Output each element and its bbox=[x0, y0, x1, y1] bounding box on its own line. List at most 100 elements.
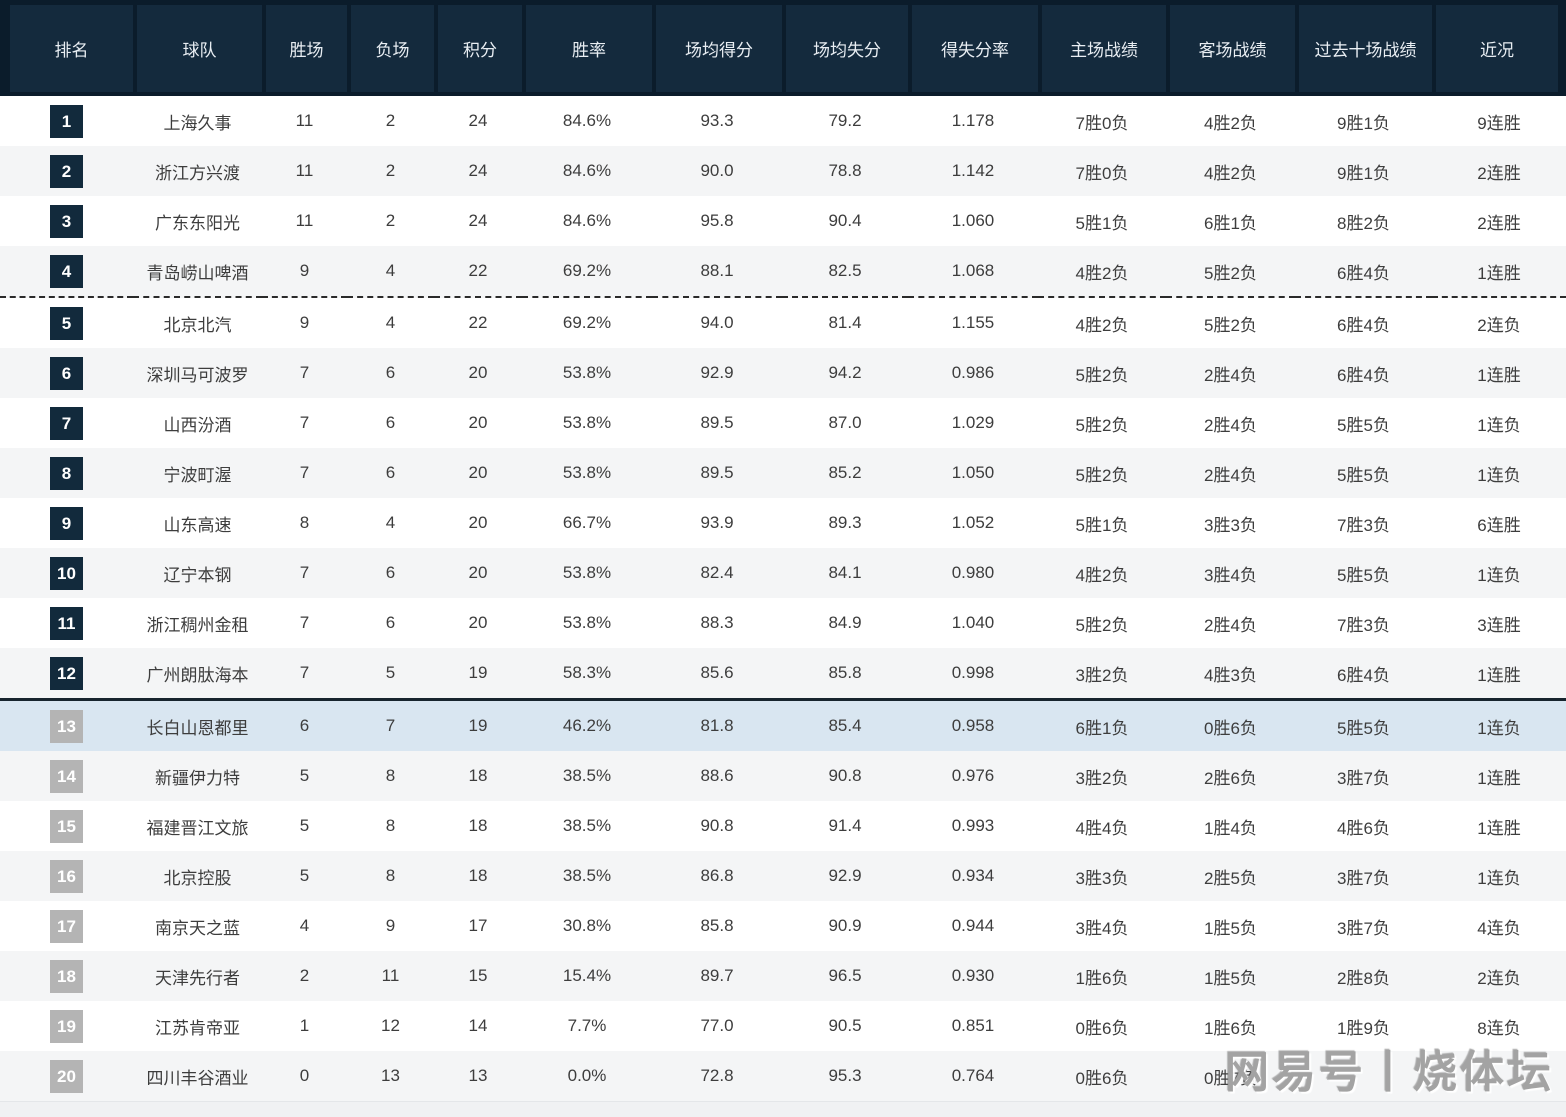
cell-win-rate: 0.0% bbox=[522, 1051, 652, 1101]
cell-wins: 7 bbox=[262, 348, 347, 398]
cell-last10-record: 7胜3负 bbox=[1295, 498, 1432, 548]
cell-home-record: 0胜6负 bbox=[1038, 1051, 1166, 1101]
cell-pts-against: 82.5 bbox=[782, 246, 908, 298]
cell-win-rate: 30.8% bbox=[522, 901, 652, 951]
cell-pts-for: 86.8 bbox=[652, 851, 782, 901]
cell-away-record: 1胜5负 bbox=[1166, 951, 1295, 1001]
cell-away-record: 4胜3负 bbox=[1166, 648, 1295, 701]
cell-streak: 1连胜 bbox=[1432, 348, 1566, 398]
table-row[interactable]: 8 宁波町渥 7 6 20 53.8% 89.5 85.2 1.050 5胜2负 2胜4负 5胜5负 1… bbox=[0, 448, 1566, 498]
cell-ratio: 0.980 bbox=[908, 548, 1038, 598]
cell-ratio: 0.976 bbox=[908, 751, 1038, 801]
cell-last10-record: 5胜5负 bbox=[1295, 448, 1432, 498]
cell-rank: 17 bbox=[0, 901, 133, 951]
cell-team: 天津先行者 bbox=[133, 951, 262, 1001]
cell-streak: 9连胜 bbox=[1432, 96, 1566, 146]
cell-rank: 6 bbox=[0, 348, 133, 398]
cell-home-record: 7胜0负 bbox=[1038, 96, 1166, 146]
cell-rank: 3 bbox=[0, 196, 133, 246]
table-row[interactable]: 2 浙江方兴渡 11 2 24 84.6% 90.0 78.8 1.142 7胜0负 4胜2负 9胜1… bbox=[0, 146, 1566, 196]
cell-home-record: 4胜2负 bbox=[1038, 548, 1166, 598]
table-row[interactable]: 11 浙江稠州金租 7 6 20 53.8% 88.3 84.9 1.040 5胜2负 2胜4负 7胜… bbox=[0, 598, 1566, 648]
table-row[interactable]: 4 青岛崂山啤酒 9 4 22 69.2% 88.1 82.5 1.068 4胜2负 5胜2负 6胜4… bbox=[0, 246, 1566, 298]
table-row[interactable]: 1 上海久事 11 2 24 84.6% 93.3 79.2 1.178 7胜0负 4胜2负 9胜1负… bbox=[0, 96, 1566, 146]
cell-ratio: 0.944 bbox=[908, 901, 1038, 951]
cell-home-record: 4胜2负 bbox=[1038, 246, 1166, 298]
cell-pts-for: 88.1 bbox=[652, 246, 782, 298]
cell-wins: 8 bbox=[262, 498, 347, 548]
cell-home-record: 1胜6负 bbox=[1038, 951, 1166, 1001]
cell-losses: 4 bbox=[347, 498, 434, 548]
column-header: 球队 bbox=[133, 0, 262, 96]
cell-streak: 1连负 bbox=[1432, 851, 1566, 901]
cell-pts-against: 96.5 bbox=[782, 951, 908, 1001]
table-row[interactable]: 17 南京天之蓝 4 9 17 30.8% 85.8 90.9 0.944 3胜4负 1胜5负 3胜7… bbox=[0, 901, 1566, 951]
cell-ratio: 1.052 bbox=[908, 498, 1038, 548]
cell-win-rate: 7.7% bbox=[522, 1001, 652, 1051]
cell-away-record: 3胜4负 bbox=[1166, 548, 1295, 598]
cell-team: 山东高速 bbox=[133, 498, 262, 548]
cell-last10-record: 6胜4负 bbox=[1295, 648, 1432, 701]
cell-wins: 1 bbox=[262, 1001, 347, 1051]
cell-losses: 11 bbox=[347, 951, 434, 1001]
cell-team: 深圳马可波罗 bbox=[133, 348, 262, 398]
cell-wins: 7 bbox=[262, 448, 347, 498]
table-row[interactable]: 12 广州朗肽海本 7 5 19 58.3% 85.6 85.8 0.998 3胜2负 4胜3负 6胜… bbox=[0, 648, 1566, 701]
cell-away-record: 1胜5负 bbox=[1166, 901, 1295, 951]
cell-team: 广州朗肽海本 bbox=[133, 648, 262, 701]
cell-losses: 13 bbox=[347, 1051, 434, 1101]
table-row[interactable]: 6 深圳马可波罗 7 6 20 53.8% 92.9 94.2 0.986 5胜2负 2胜4负 6胜4… bbox=[0, 348, 1566, 398]
table-row[interactable]: 19 江苏肯帝亚 1 12 14 7.7% 77.0 90.5 0.851 0胜6负 1胜6负 1胜9… bbox=[0, 1001, 1566, 1051]
cell-last10-record: 3胜7负 bbox=[1295, 901, 1432, 951]
table-row[interactable]: 15 福建晋江文旅 5 8 18 38.5% 90.8 91.4 0.993 4胜4负 1胜4负 4胜… bbox=[0, 801, 1566, 851]
cell-ratio: 1.155 bbox=[908, 298, 1038, 348]
cell-team: 广东东阳光 bbox=[133, 196, 262, 246]
table-row[interactable]: 9 山东高速 8 4 20 66.7% 93.9 89.3 1.052 5胜1负 3胜3负 7胜3负 6… bbox=[0, 498, 1566, 548]
cell-wins: 7 bbox=[262, 648, 347, 701]
cell-away-record: 0胜6负 bbox=[1166, 701, 1295, 751]
rank-badge: 9 bbox=[50, 506, 83, 540]
cell-home-record: 5胜2负 bbox=[1038, 398, 1166, 448]
cell-points: 15 bbox=[434, 951, 522, 1001]
cell-win-rate: 46.2% bbox=[522, 701, 652, 751]
cell-losses: 8 bbox=[347, 751, 434, 801]
rank-badge: 17 bbox=[50, 909, 83, 943]
cell-wins: 11 bbox=[262, 146, 347, 196]
rank-badge: 1 bbox=[50, 104, 83, 138]
cell-away-record: 4胜2负 bbox=[1166, 96, 1295, 146]
table-row[interactable]: 20 四川丰谷酒业 0 13 13 0.0% 72.8 95.3 0.764 0胜6负 0胜7负 bbox=[0, 1051, 1566, 1101]
rank-badge: 11 bbox=[50, 606, 83, 640]
cell-streak: 2连负 bbox=[1432, 951, 1566, 1001]
cell-pts-for: 93.9 bbox=[652, 498, 782, 548]
table-row[interactable]: 16 北京控股 5 8 18 38.5% 86.8 92.9 0.934 3胜3负 2胜5负 3胜7负… bbox=[0, 851, 1566, 901]
cell-ratio: 0.993 bbox=[908, 801, 1038, 851]
cell-away-record: 3胜3负 bbox=[1166, 498, 1295, 548]
cell-pts-for: 90.0 bbox=[652, 146, 782, 196]
table-row[interactable]: 13 长白山恩都里 6 7 19 46.2% 81.8 85.4 0.958 6胜1负 0胜6负 5胜… bbox=[0, 701, 1566, 751]
cell-team: 新疆伊力特 bbox=[133, 751, 262, 801]
cell-home-record: 5胜2负 bbox=[1038, 598, 1166, 648]
cell-team: 山西汾酒 bbox=[133, 398, 262, 448]
table-row[interactable]: 7 山西汾酒 7 6 20 53.8% 89.5 87.0 1.029 5胜2负 2胜4负 5胜5负 1… bbox=[0, 398, 1566, 448]
cell-pts-against: 92.9 bbox=[782, 851, 908, 901]
cell-pts-against: 79.2 bbox=[782, 96, 908, 146]
table-row[interactable]: 10 辽宁本钢 7 6 20 53.8% 82.4 84.1 0.980 4胜2负 3胜4负 5胜5负… bbox=[0, 548, 1566, 598]
cell-points: 19 bbox=[434, 701, 522, 751]
table-row[interactable]: 5 北京北汽 9 4 22 69.2% 94.0 81.4 1.155 4胜2负 5胜2负 6胜4负 2… bbox=[0, 298, 1566, 348]
cell-last10-record: 5胜5负 bbox=[1295, 701, 1432, 751]
cell-wins: 5 bbox=[262, 751, 347, 801]
cell-away-record: 6胜1负 bbox=[1166, 196, 1295, 246]
cell-streak: 4连负 bbox=[1432, 901, 1566, 951]
cell-points: 18 bbox=[434, 801, 522, 851]
cell-wins: 11 bbox=[262, 196, 347, 246]
cell-losses: 7 bbox=[347, 701, 434, 751]
cell-last10-record: 9胜1负 bbox=[1295, 96, 1432, 146]
table-row[interactable]: 3 广东东阳光 11 2 24 84.6% 95.8 90.4 1.060 5胜1负 6胜1负 8胜2… bbox=[0, 196, 1566, 246]
cell-wins: 2 bbox=[262, 951, 347, 1001]
cell-pts-for: 85.8 bbox=[652, 901, 782, 951]
cell-pts-for: 82.4 bbox=[652, 548, 782, 598]
table-row[interactable]: 18 天津先行者 2 11 15 15.4% 89.7 96.5 0.930 1胜6负 1胜5负 2胜… bbox=[0, 951, 1566, 1001]
cell-home-record: 5胜2负 bbox=[1038, 448, 1166, 498]
table-row[interactable]: 14 新疆伊力特 5 8 18 38.5% 88.6 90.8 0.976 3胜2负 2胜6负 3胜7… bbox=[0, 751, 1566, 801]
rank-badge: 5 bbox=[50, 306, 83, 340]
